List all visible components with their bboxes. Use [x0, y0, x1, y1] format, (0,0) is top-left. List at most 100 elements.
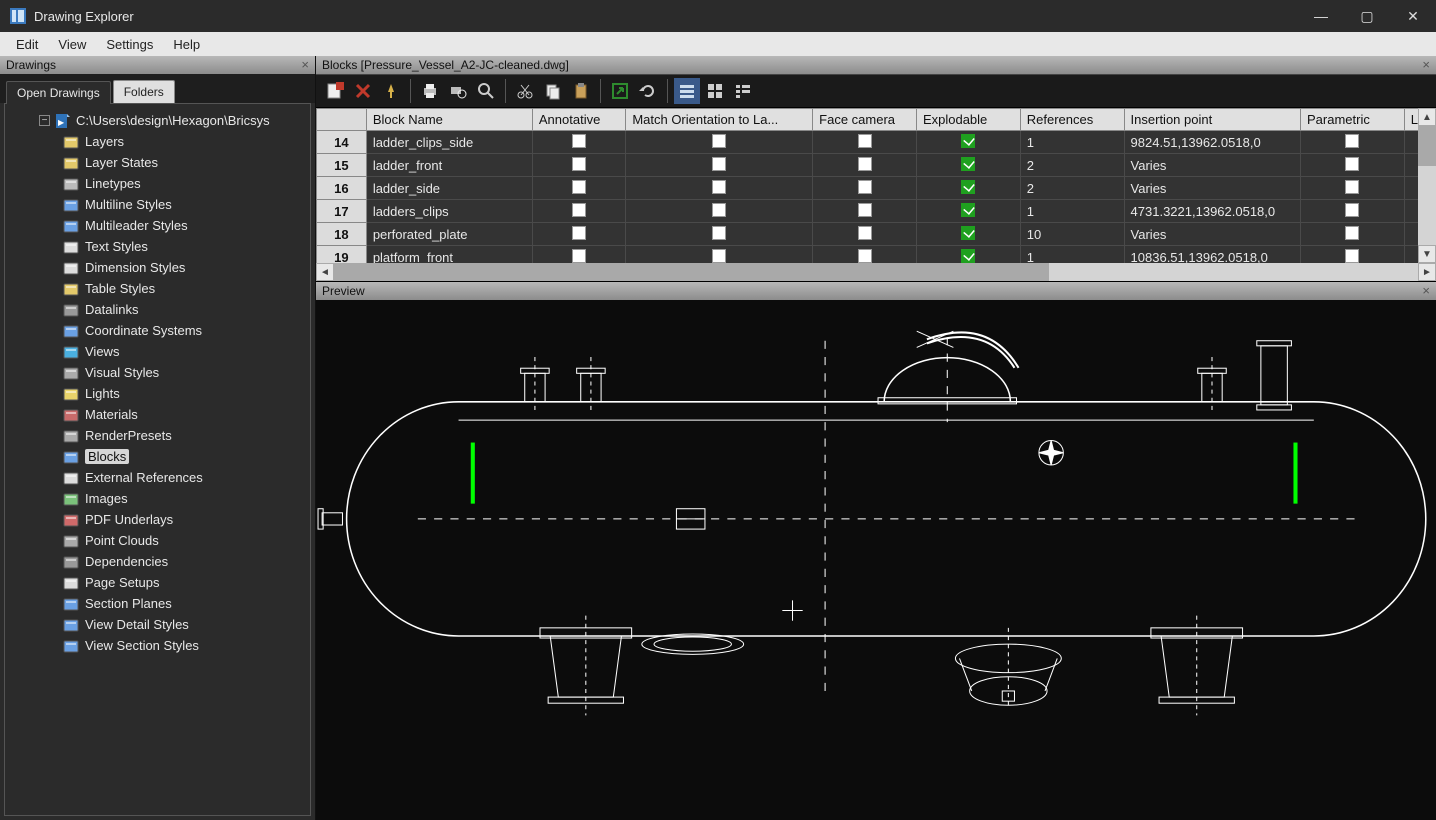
print-icon[interactable]	[417, 78, 443, 104]
checkbox[interactable]	[572, 134, 586, 148]
cell-match-orientation[interactable]	[626, 246, 813, 264]
column-header[interactable]: Insertion point	[1124, 109, 1300, 131]
minimize-button[interactable]: —	[1298, 0, 1344, 32]
cell-explodable[interactable]	[916, 223, 1020, 246]
horizontal-scrollbar[interactable]: ◄ ►	[316, 263, 1436, 281]
checkbox[interactable]	[1345, 249, 1359, 263]
new-icon[interactable]	[322, 78, 348, 104]
checkbox[interactable]	[572, 180, 586, 194]
print-preview-icon[interactable]	[445, 78, 471, 104]
column-header[interactable]: Parametric	[1301, 109, 1405, 131]
copy-icon[interactable]	[540, 78, 566, 104]
tree-item-point-clouds[interactable]: Point Clouds	[5, 530, 310, 551]
checkbox[interactable]	[1345, 134, 1359, 148]
checkbox[interactable]	[712, 180, 726, 194]
column-header[interactable]: Face camera	[813, 109, 917, 131]
table-row[interactable]: 19 platform_front 1 10836.51,13962.0518,…	[317, 246, 1436, 264]
tree-item-renderpresets[interactable]: RenderPresets	[5, 425, 310, 446]
cell-face-camera[interactable]	[813, 154, 917, 177]
checkbox[interactable]	[572, 226, 586, 240]
collapse-icon[interactable]: −	[39, 115, 50, 126]
cut-icon[interactable]	[512, 78, 538, 104]
cell-explodable[interactable]	[916, 177, 1020, 200]
purge-icon[interactable]	[378, 78, 404, 104]
checkbox[interactable]	[712, 157, 726, 171]
tree-root[interactable]: − ▶ C:\Users\design\Hexagon\Bricsys	[5, 110, 310, 131]
menu-help[interactable]: Help	[163, 35, 210, 54]
checkbox[interactable]	[961, 180, 975, 194]
tree-item-view-detail-styles[interactable]: View Detail Styles	[5, 614, 310, 635]
paste-icon[interactable]	[568, 78, 594, 104]
checkbox[interactable]	[961, 249, 975, 263]
cell-face-camera[interactable]	[813, 200, 917, 223]
tree-item-table-styles[interactable]: Table Styles	[5, 278, 310, 299]
cell-annotative[interactable]	[532, 131, 625, 154]
table-row[interactable]: 15 ladder_front 2 Varies	[317, 154, 1436, 177]
tree-item-visual-styles[interactable]: Visual Styles	[5, 362, 310, 383]
cell-explodable[interactable]	[916, 131, 1020, 154]
cell-annotative[interactable]	[532, 223, 625, 246]
scroll-right-icon[interactable]: ►	[1418, 263, 1436, 281]
cell-annotative[interactable]	[532, 154, 625, 177]
tree-item-view-section-styles[interactable]: View Section Styles	[5, 635, 310, 656]
scroll-down-icon[interactable]: ▼	[1418, 245, 1436, 263]
cell-face-camera[interactable]	[813, 246, 917, 264]
view-icons-icon[interactable]	[702, 78, 728, 104]
vertical-scrollbar[interactable]: ▲ ▼	[1418, 108, 1436, 263]
cell-explodable[interactable]	[916, 200, 1020, 223]
tree-item-coordinate-systems[interactable]: Coordinate Systems	[5, 320, 310, 341]
checkbox[interactable]	[572, 157, 586, 171]
checkbox[interactable]	[712, 249, 726, 263]
table-row[interactable]: 18 perforated_plate 10 Varies	[317, 223, 1436, 246]
checkbox[interactable]	[858, 203, 872, 217]
checkbox[interactable]	[961, 157, 975, 171]
checkbox[interactable]	[961, 203, 975, 217]
cell-parametric[interactable]	[1301, 177, 1405, 200]
tree-item-pdf-underlays[interactable]: PDF Underlays	[5, 509, 310, 530]
table-row[interactable]: 16 ladder_side 2 Varies	[317, 177, 1436, 200]
checkbox[interactable]	[858, 157, 872, 171]
tree-item-external-references[interactable]: External References	[5, 467, 310, 488]
insert-icon[interactable]	[607, 78, 633, 104]
tree-item-multiline-styles[interactable]: Multiline Styles	[5, 194, 310, 215]
checkbox[interactable]	[858, 249, 872, 263]
checkbox[interactable]	[1345, 157, 1359, 171]
tree-item-text-styles[interactable]: Text Styles	[5, 236, 310, 257]
tree-item-materials[interactable]: Materials	[5, 404, 310, 425]
cell-face-camera[interactable]	[813, 177, 917, 200]
tree-item-layers[interactable]: Layers	[5, 131, 310, 152]
cell-parametric[interactable]	[1301, 223, 1405, 246]
checkbox[interactable]	[858, 134, 872, 148]
cell-parametric[interactable]	[1301, 131, 1405, 154]
cell-annotative[interactable]	[532, 246, 625, 264]
tree-item-multileader-styles[interactable]: Multileader Styles	[5, 215, 310, 236]
cell-parametric[interactable]	[1301, 200, 1405, 223]
cell-face-camera[interactable]	[813, 223, 917, 246]
menu-settings[interactable]: Settings	[96, 35, 163, 54]
cell-face-camera[interactable]	[813, 131, 917, 154]
column-header[interactable]: Block Name	[366, 109, 532, 131]
view-list-icon[interactable]	[730, 78, 756, 104]
checkbox[interactable]	[858, 226, 872, 240]
cell-parametric[interactable]	[1301, 246, 1405, 264]
tree-item-blocks[interactable]: Blocks	[5, 446, 310, 467]
tree-item-datalinks[interactable]: Datalinks	[5, 299, 310, 320]
cell-explodable[interactable]	[916, 154, 1020, 177]
checkbox[interactable]	[572, 203, 586, 217]
table-row[interactable]: 17 ladders_clips 1 4731.3221,13962.0518,…	[317, 200, 1436, 223]
column-header[interactable]	[317, 109, 367, 131]
tab-folders[interactable]: Folders	[113, 80, 175, 103]
cell-match-orientation[interactable]	[626, 200, 813, 223]
column-header[interactable]: Annotative	[532, 109, 625, 131]
checkbox[interactable]	[712, 226, 726, 240]
menu-edit[interactable]: Edit	[6, 35, 48, 54]
checkbox[interactable]	[961, 134, 975, 148]
drawings-panel-close-icon[interactable]: ×	[301, 56, 309, 74]
tree-item-section-planes[interactable]: Section Planes	[5, 593, 310, 614]
checkbox[interactable]	[1345, 203, 1359, 217]
cell-explodable[interactable]	[916, 246, 1020, 264]
preview-panel-close-icon[interactable]: ×	[1422, 282, 1430, 300]
checkbox[interactable]	[1345, 180, 1359, 194]
close-button[interactable]: ✕	[1390, 0, 1436, 32]
checkbox[interactable]	[1345, 226, 1359, 240]
